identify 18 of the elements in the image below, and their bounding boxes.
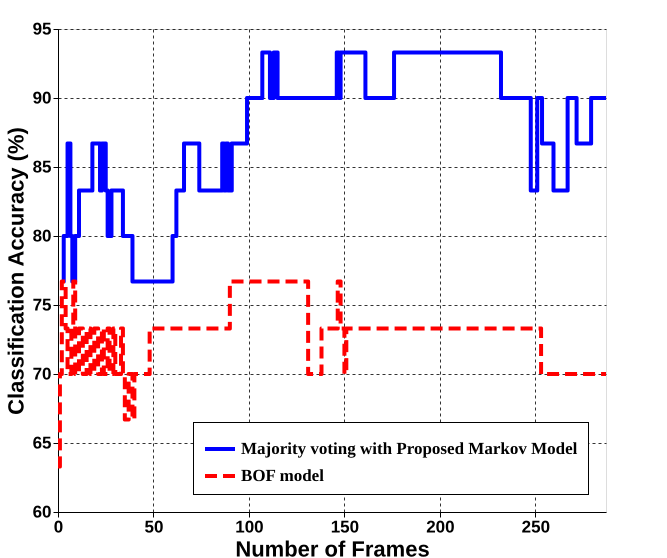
y-tick-label: 70 — [32, 364, 52, 384]
x-tick-label: 50 — [144, 518, 164, 536]
legend-label: Majority voting with Proposed Markov Model — [241, 439, 578, 458]
y-tick-label: 80 — [32, 226, 52, 246]
x-tick-label: 200 — [426, 518, 455, 536]
y-tick-label: 85 — [32, 158, 52, 176]
x-tick-label: 0 — [54, 518, 64, 536]
legend-label: BOF model — [241, 466, 324, 485]
y-tick-label: 60 — [32, 502, 52, 522]
x-tick-label: 250 — [522, 518, 550, 536]
x-tick-label: 100 — [235, 518, 264, 536]
y-axis-title: Classification Accuracy (%) — [4, 127, 29, 415]
x-tick-label: 150 — [330, 518, 360, 536]
x-axis-title: Number of Frames — [235, 536, 430, 558]
y-tick-label: 75 — [32, 296, 52, 314]
y-tick-label: 90 — [32, 88, 52, 108]
y-tick-label: 65 — [32, 434, 52, 452]
y-tick-label: 95 — [32, 20, 52, 38]
